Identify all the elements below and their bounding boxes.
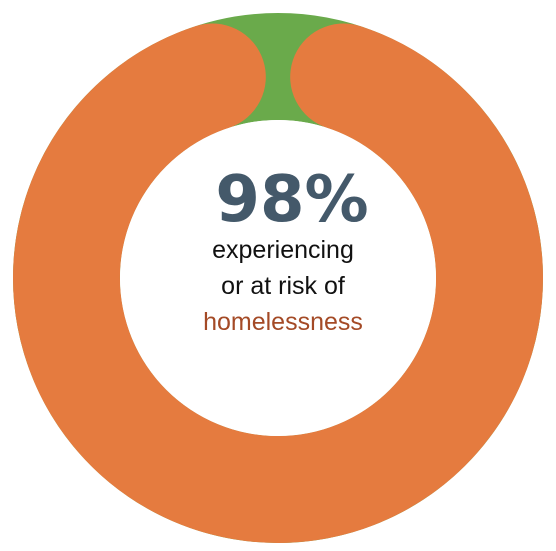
center-line-3: homelessness <box>203 308 363 336</box>
center-label: 98% experiencing or at risk of homelessn… <box>148 168 418 340</box>
center-value: 98% <box>215 163 369 237</box>
center-line-1: experiencing <box>212 236 354 264</box>
donut-slice-main <box>13 23 543 543</box>
donut-hole <box>120 120 436 436</box>
center-line-2: or at risk of <box>221 272 345 300</box>
